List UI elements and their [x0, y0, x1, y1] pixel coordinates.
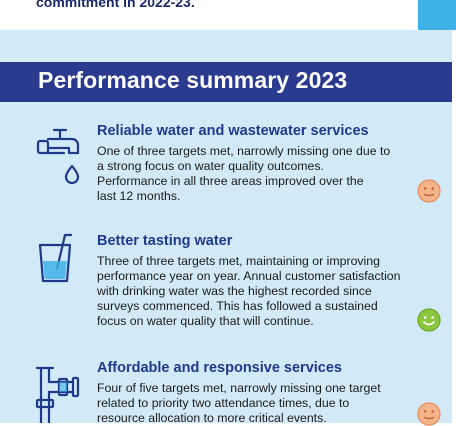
section-banner: Performance summary 2023 [0, 62, 452, 102]
item-line: a strong focus on water quality outcomes… [97, 159, 324, 173]
accent-tab [418, 0, 456, 30]
item-line: One of three targets met, narrowly missi… [97, 144, 391, 158]
neutral-face-icon [417, 402, 441, 426]
item-title: Reliable water and wastewater services [97, 123, 369, 139]
happy-face-icon [417, 308, 441, 332]
section-title: Performance summary 2023 [38, 67, 348, 93]
item-line: with drinking water was the highest reco… [97, 284, 372, 298]
item-line: Performance in all three areas improved … [97, 174, 364, 188]
previous-card: commitment in 2022-23. [0, 0, 415, 30]
pipe-icon [35, 366, 80, 423]
item-line: focus on water quality that will continu… [97, 314, 314, 328]
item-line: Four of five targets met, narrowly missi… [97, 381, 381, 395]
item-description: One of three targets met, narrowly missi… [97, 144, 427, 204]
item-description: Three of three targets met, maintaining … [97, 254, 427, 329]
previous-card-text: commitment in 2022-23. [36, 0, 195, 10]
item-line: resource allocation to more critical eve… [97, 411, 327, 425]
item-line: Three of three targets met, maintaining … [97, 254, 380, 268]
item-line: related to priority two attendance times… [97, 396, 350, 410]
item-line: last 12 months. [97, 189, 181, 203]
item-line: surveys commenced. This has followed a s… [97, 299, 378, 313]
item-title: Affordable and responsive services [97, 360, 342, 376]
item-title: Better tasting water [97, 233, 233, 249]
neutral-face-icon [417, 179, 441, 203]
item-description: Four of five targets met, narrowly missi… [97, 381, 427, 426]
tap-drop-icon [36, 128, 80, 185]
glass-straw-icon [38, 233, 73, 283]
item-line: performance year on year. Annual custome… [97, 269, 401, 283]
